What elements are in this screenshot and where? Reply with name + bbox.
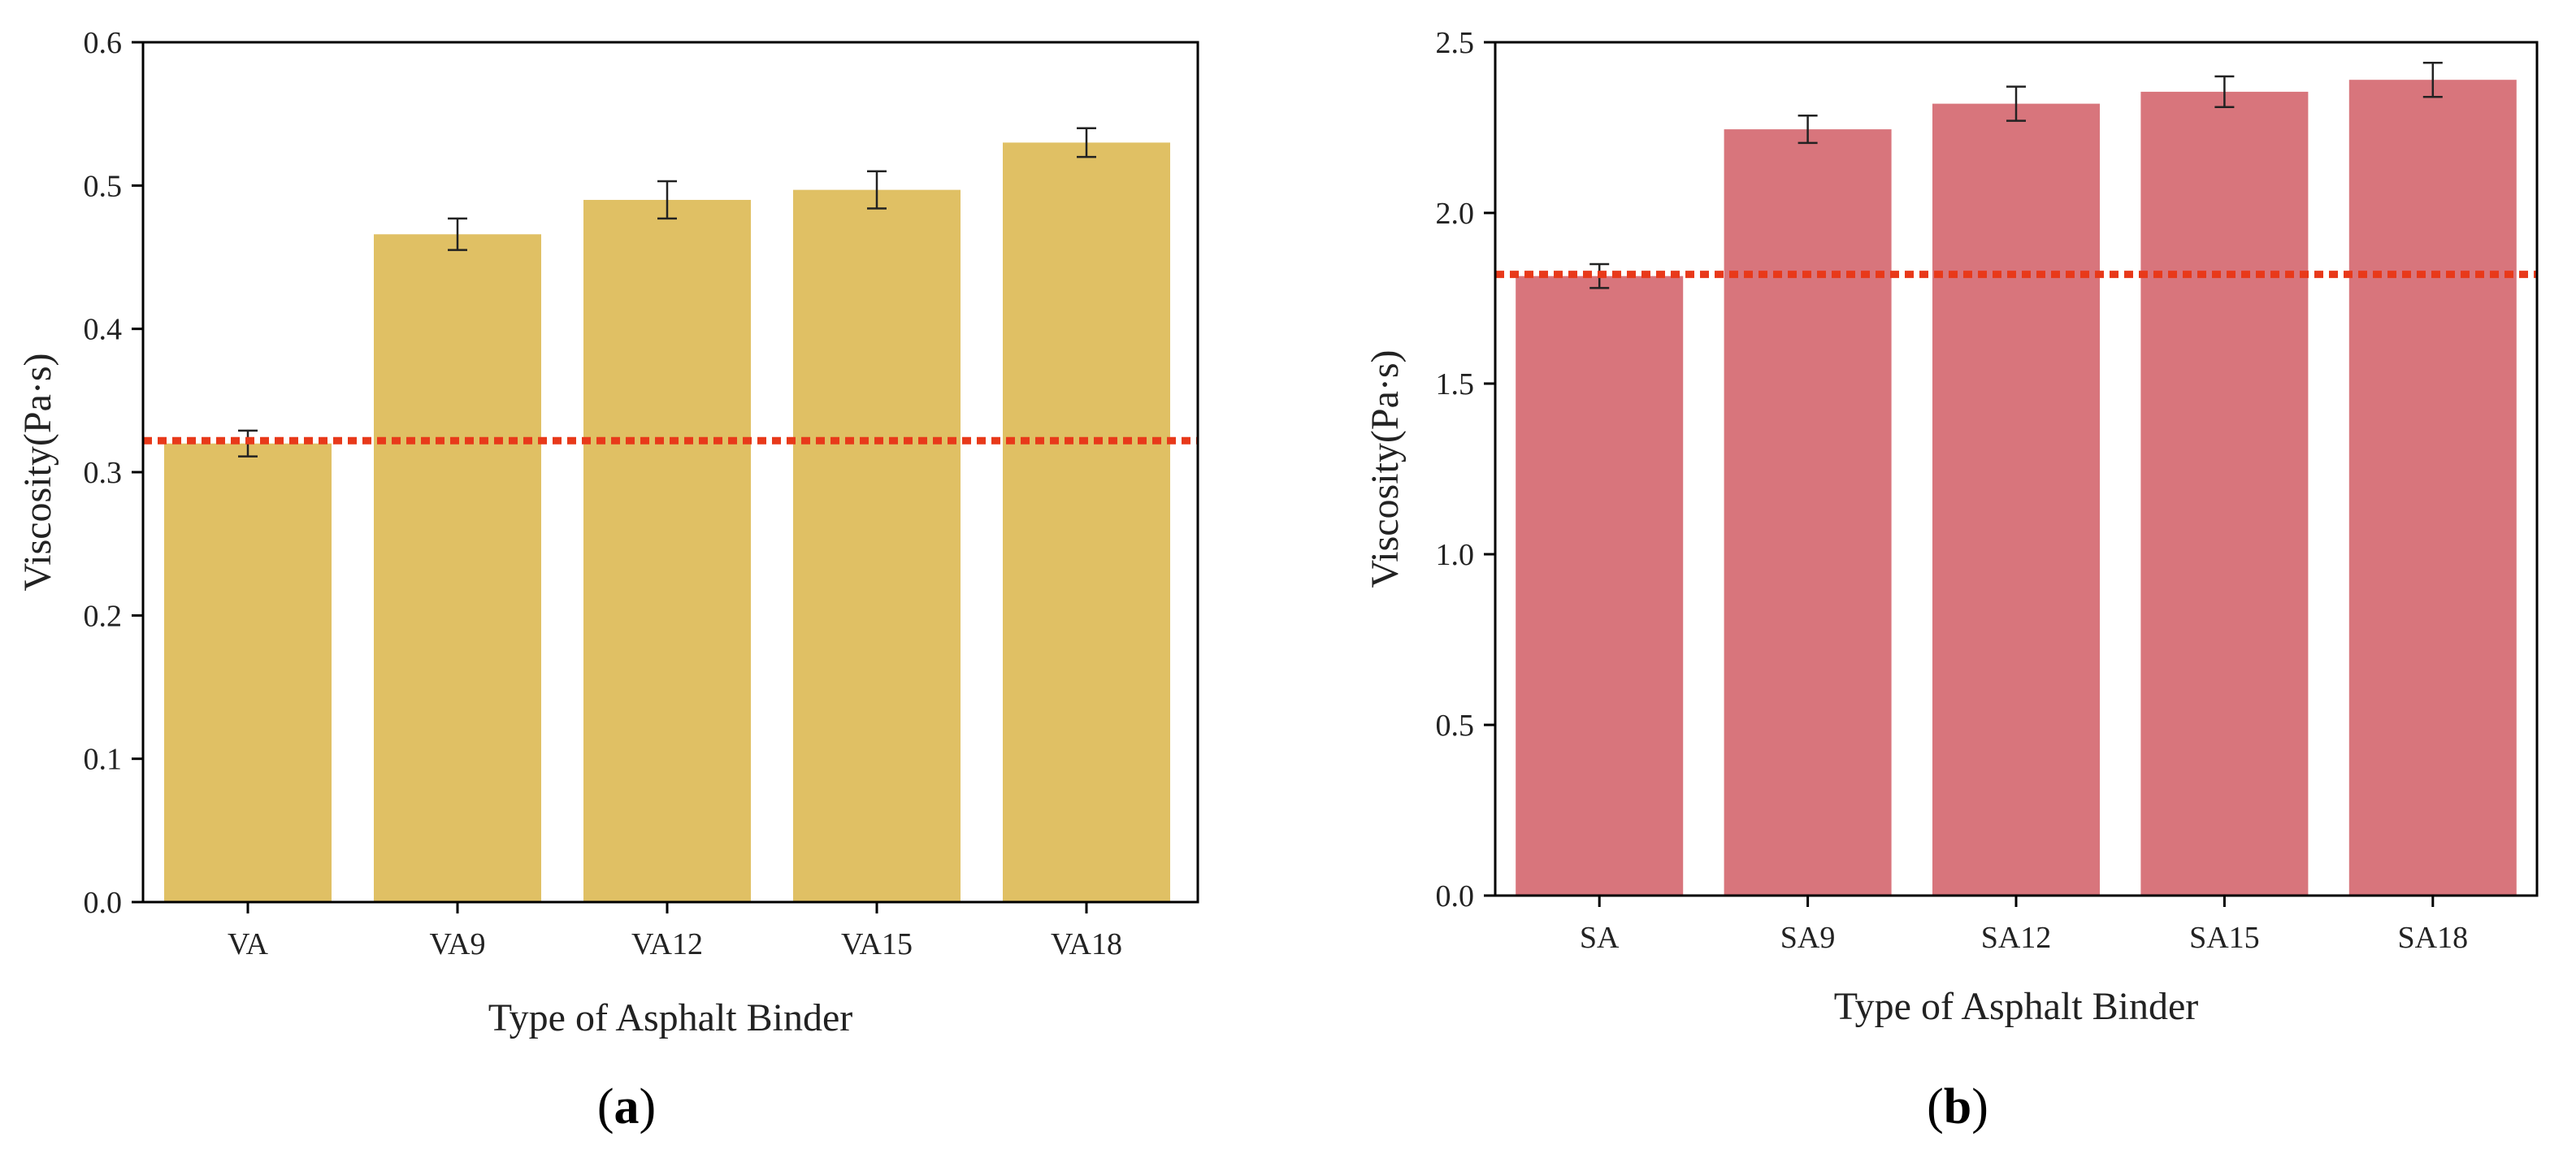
panel-a-x-tick-label: VA18 [1051, 927, 1122, 961]
panel-b-label: (b) [1927, 1079, 1988, 1134]
panel-a-y-tick-label: 0.2 [84, 599, 123, 633]
panel-a-y-tick-label: 0.4 [84, 313, 123, 347]
panel-a-y-ticks: 0.0 0.1 0.2 0.3 0.4 0.5 0.6 [84, 26, 143, 920]
panel-b-x-ticks: SA SA9 SA12 SA15 SA18 [1580, 896, 2468, 955]
panel-b-x-tick-label: SA [1580, 921, 1620, 955]
panel-b-bar-sa18 [2348, 80, 2517, 896]
panel-b-bar-sa12 [1932, 103, 2100, 896]
panel-a-x-axis-title: Type of Asphalt Binder [488, 996, 853, 1039]
panel-a-errorbar-va12 [657, 180, 677, 220]
panel-b-x-tick-label: SA15 [2189, 921, 2260, 955]
panel-a-y-tick-label: 0.5 [84, 169, 123, 203]
panel-b-x-tick-label: SA18 [2398, 921, 2469, 955]
chart-panel-a: 0.00.10.20.30.40.50.6 VA VA9 VA12 VA15 VA18 … [16, 26, 1199, 1134]
panel-a-x-tick-label: VA [228, 927, 269, 961]
panel-a-bars [164, 142, 1170, 903]
panel-b-y-tick-label: 2.0 [1436, 197, 1475, 231]
panel-b-errorbar-sa18 [2422, 61, 2443, 98]
panel-a-errorbar-va15 [867, 170, 887, 210]
panel-a-bar-va [164, 443, 332, 902]
panel-a-y-tick-label: 0.1 [84, 743, 123, 777]
panel-a-y-axis-title: Viscosity(Pa·s) [16, 353, 59, 591]
panel-b-errorbar-sa12 [2006, 85, 2026, 122]
panel-a-bar-va15 [793, 189, 961, 902]
panel-a-bar-va9 [374, 234, 541, 903]
panel-b-bar-sa15 [2140, 91, 2309, 896]
panel-b-bars [1516, 80, 2517, 896]
panel-b-y-tick-label: 1.5 [1436, 367, 1475, 401]
panel-a-label: (a) [597, 1079, 656, 1134]
panel-b-errorbar-sa15 [2214, 75, 2235, 109]
panel-b-y-tick-label: 2.5 [1436, 26, 1475, 60]
panel-b-y-tick-label: 0.5 [1436, 709, 1475, 743]
chart-panel-b: 0.0 0.5 1.0 1.5 2.0 2.5 SA SA9 SA12 SA15 SA18 Vis… [1364, 26, 2539, 1134]
panel-a-x-tick-label: VA15 [841, 927, 913, 961]
panel-b-x-tick-label: SA9 [1780, 921, 1836, 955]
panel-a-x-ticks: VA VA9 VA12 VA15 VA18 [228, 902, 1122, 961]
panel-b-x-axis-title: Type of Asphalt Binder [1834, 985, 2199, 1028]
panel-b-bar-sa9 [1724, 129, 1892, 896]
panel-b-errorbar-sa9 [1798, 115, 1818, 145]
panel-a-errorbars [238, 127, 1096, 458]
panel-b-y-tick-label: 0.0 [1436, 879, 1475, 913]
panel-a-errorbar-va9 [448, 217, 467, 251]
panel-b-label-letter: b [1944, 1079, 1971, 1134]
panel-a-bar-va12 [583, 199, 751, 902]
panel-a-x-tick-label: VA9 [430, 927, 486, 961]
panel-a-errorbar-va18 [1077, 127, 1096, 158]
panel-b-y-tick-label: 1.0 [1436, 538, 1475, 572]
panel-b-x-tick-label: SA12 [1981, 921, 2052, 955]
panel-b-errorbars [1589, 61, 2443, 289]
panel-a-bar-va18 [1003, 142, 1170, 902]
panel-a-y-tick-label: 0.3 [84, 456, 123, 490]
panel-a-y-tick-label: 0.0 [84, 886, 123, 920]
panel-a-label-letter: a [614, 1079, 640, 1134]
panel-b-y-axis-title: Viscosity(Pa·s) [1364, 349, 1407, 588]
panel-a-x-tick-label: VA12 [631, 927, 703, 961]
panel-b-y-ticks: 0.0 0.5 1.0 1.5 2.0 2.5 [1436, 26, 1495, 913]
panel-b-bar-sa [1516, 275, 1684, 896]
panel-a-y-tick-label: 0.6 [84, 26, 123, 60]
